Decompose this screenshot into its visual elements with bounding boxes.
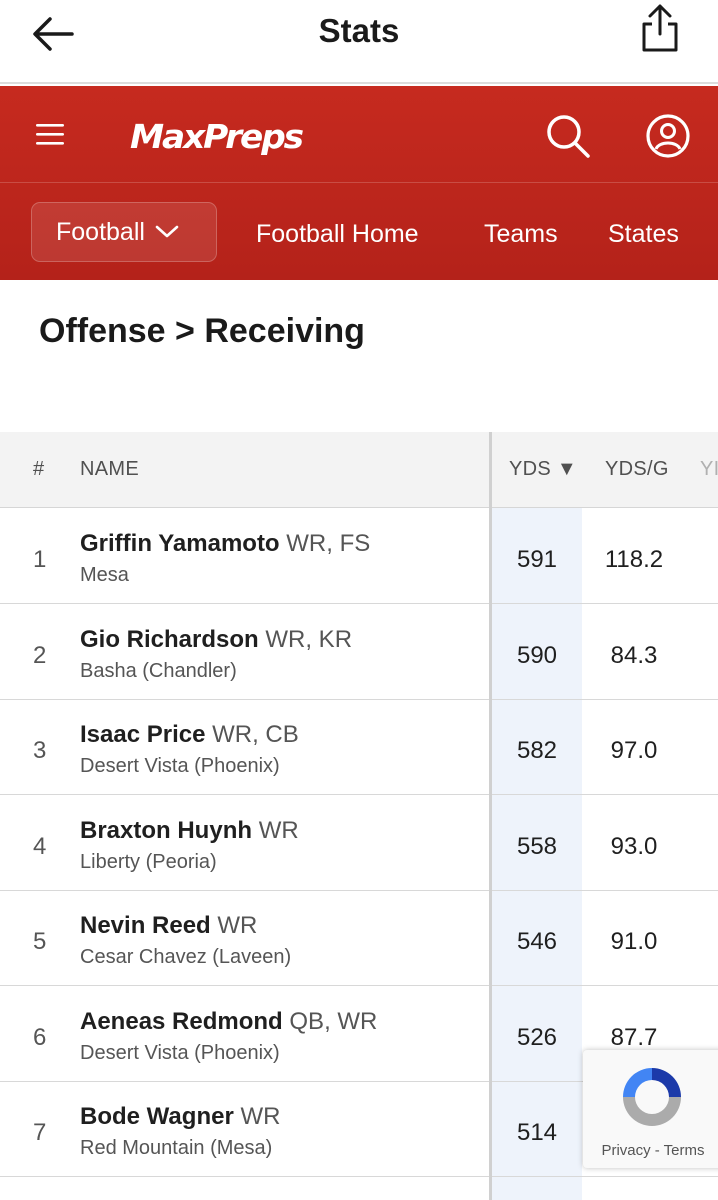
table-row[interactable]: 2 Gio Richardson WR, KR Basha (Chandler) 59…: [0, 604, 718, 700]
table-row[interactable]: 6 Aeneas Redmond QB, WR Desert Vista (Phoe…: [0, 986, 718, 1082]
table-row[interactable]: 7 Bode Wagner WR Red Mountain (Mesa) 514: [0, 1081, 718, 1177]
hamburger-menu-icon[interactable]: [36, 122, 66, 146]
player-name[interactable]: Isaac Price WR, CB: [80, 721, 299, 749]
recaptcha-links[interactable]: Privacy - Terms: [601, 1142, 705, 1159]
table-row[interactable]: 1 Griffin Yamamoto WR, FS Mesa 591 118.2: [0, 508, 718, 604]
player-position: WR, CB: [212, 721, 299, 748]
row-rank: 6: [33, 1023, 47, 1051]
player-school: Liberty (Peoria): [80, 850, 217, 873]
row-rank: 2: [33, 641, 47, 669]
column-header-name[interactable]: NAME: [80, 458, 139, 480]
player-school: Red Mountain (Mesa): [80, 1137, 273, 1159]
chevron-down-icon: [155, 225, 179, 238]
ydsg-value: 118.2: [604, 546, 664, 573]
ydsg-value: 87.7: [610, 1023, 658, 1051]
player-name-text: Braxton Huynh: [80, 816, 253, 844]
player-school: Basha (Chandler): [80, 659, 237, 682]
page-title: Stats: [318, 12, 400, 49]
row-rank: 7: [33, 1119, 47, 1146]
column-header-ydsg[interactable]: YDS/G: [605, 458, 669, 480]
yds-value: 558: [516, 832, 558, 860]
row-rank: 1: [33, 546, 47, 573]
player-school: Desert Vista (Phoenix): [80, 1041, 280, 1064]
recaptcha-badge[interactable]: Privacy - Terms: [583, 1050, 718, 1168]
row-rank: 4: [33, 832, 47, 860]
player-name[interactable]: Aeneas Redmond QB, WR: [80, 1008, 377, 1036]
share-icon[interactable]: [638, 2, 682, 54]
svg-text:MaxPreps: MaxPreps: [130, 117, 303, 156]
column-header-yds[interactable]: YDS ▼: [509, 458, 577, 480]
header-divider: [0, 182, 718, 183]
stats-table: # NAME YDS ▼ YDS/G YI 1 Griffin Yamamoto …: [0, 432, 718, 1200]
player-position: WR: [217, 912, 258, 939]
player-position: WR, KR: [265, 625, 353, 653]
player-school: Desert Vista (Phoenix): [80, 755, 280, 777]
nav-teams[interactable]: Teams: [484, 220, 558, 248]
player-name-text: Gio Richardson: [80, 625, 259, 653]
row-rank: 3: [33, 737, 47, 764]
yds-value: 582: [516, 737, 558, 764]
ydsg-value: 84.3: [610, 641, 658, 669]
yds-value: 546: [516, 928, 558, 955]
player-name[interactable]: Nevin Reed WR: [80, 912, 257, 940]
player-name-text: Nevin Reed: [80, 912, 211, 939]
app-bar: Stats: [0, 0, 718, 84]
player-name[interactable]: Bode Wagner WR: [80, 1103, 280, 1131]
ydsg-value: 91.0: [610, 928, 658, 955]
player-name-text: Griffin Yamamoto: [80, 530, 280, 557]
yds-value: 514: [516, 1119, 558, 1146]
search-icon[interactable]: [544, 112, 592, 160]
column-header-next[interactable]: YI: [700, 458, 718, 480]
nav-states[interactable]: States: [608, 220, 679, 248]
player-position: WR: [258, 816, 299, 844]
player-name-text: Isaac Price: [80, 721, 206, 748]
player-name[interactable]: Griffin Yamamoto WR, FS: [80, 530, 370, 558]
player-name[interactable]: Gio Richardson WR, KR: [80, 626, 352, 654]
site-header: MaxPreps Football Football Home Teams St…: [0, 86, 718, 280]
table-row[interactable]: 5 Nevin Reed WR Cesar Chavez (Laveen) 546 91…: [0, 890, 718, 986]
table-row[interactable]: 3 Isaac Price WR, CB Desert Vista (Phoenix…: [0, 699, 718, 795]
player-name-text: Aeneas Redmond: [80, 1007, 283, 1035]
back-arrow-icon[interactable]: [28, 12, 78, 56]
recaptcha-icon: [623, 1068, 681, 1126]
ydsg-value: 93.0: [610, 832, 658, 860]
player-name[interactable]: Braxton Huynh WR: [80, 817, 299, 845]
player-school: Cesar Chavez (Laveen): [80, 946, 292, 968]
sport-select-button[interactable]: Football: [31, 202, 217, 262]
ydsg-value: 97.0: [610, 737, 658, 764]
nav-football-home[interactable]: Football Home: [256, 220, 419, 248]
player-position: QB, WR: [289, 1007, 378, 1035]
table-row[interactable]: 4 Braxton Huynh WR Liberty (Peoria) 558 93.0: [0, 795, 718, 891]
column-header-rank: #: [33, 458, 45, 480]
account-icon[interactable]: [644, 112, 692, 160]
player-position: WR, FS: [286, 530, 371, 557]
sorted-column-highlight: [492, 508, 582, 1200]
sport-select-label: Football: [56, 217, 145, 246]
yds-value: 591: [516, 546, 558, 573]
row-rank: 5: [33, 928, 47, 955]
yds-value: 590: [516, 641, 558, 669]
player-name-text: Bode Wagner: [80, 1103, 234, 1130]
table-header: # NAME YDS ▼ YDS/G YI: [0, 432, 718, 508]
player-position: WR: [240, 1103, 281, 1130]
section-title: Offense > Receiving: [39, 312, 365, 350]
frozen-column-separator: [489, 432, 492, 1200]
maxpreps-logo[interactable]: MaxPreps: [128, 108, 308, 162]
player-school: Mesa: [80, 564, 129, 586]
yds-value: 526: [516, 1023, 558, 1051]
